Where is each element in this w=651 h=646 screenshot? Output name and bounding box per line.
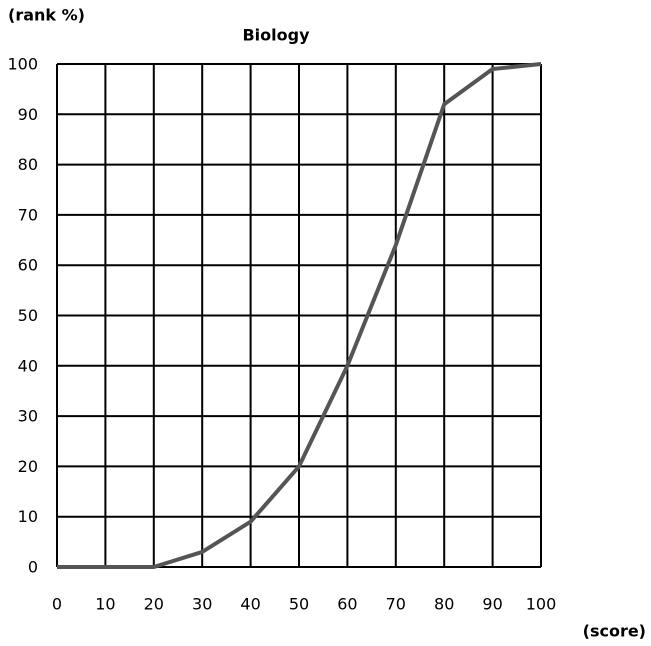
x-tick-label: 70 — [386, 595, 406, 614]
x-tick-label: 30 — [192, 595, 212, 614]
data-line — [57, 62, 542, 569]
x-tick-label: 60 — [337, 595, 357, 614]
x-axis-label: (score) — [583, 622, 646, 641]
x-tick-label: 90 — [482, 595, 502, 614]
chart-title: Biology — [242, 26, 310, 45]
x-tick-label: 50 — [289, 595, 309, 614]
y-tick-label: 40 — [18, 356, 38, 375]
x-tick-label: 100 — [526, 595, 557, 614]
y-tick-label: 0 — [28, 558, 38, 577]
y-tick-label: 70 — [18, 205, 38, 224]
x-tick-label: 20 — [144, 595, 164, 614]
y-tick-label: 100 — [7, 55, 38, 74]
y-tick-label: 10 — [18, 507, 38, 526]
y-tick-label: 90 — [18, 105, 38, 124]
y-tick-label: 30 — [18, 407, 38, 426]
y-tick-label: 50 — [18, 306, 38, 325]
x-tick-label: 10 — [95, 595, 115, 614]
x-tick-label: 80 — [434, 595, 454, 614]
x-tick-label: 0 — [52, 595, 62, 614]
y-tick-label: 80 — [18, 155, 38, 174]
y-tick-label: 20 — [18, 457, 38, 476]
y-axis-label: (rank %) — [8, 6, 85, 25]
y-tick-label: 60 — [18, 256, 38, 275]
x-tick-label: 40 — [240, 595, 260, 614]
